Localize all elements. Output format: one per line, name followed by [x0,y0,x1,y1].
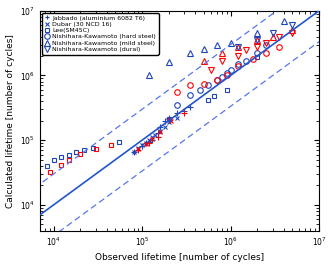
Y-axis label: Calculated lifetime [number of cycles]: Calculated lifetime [number of cycles] [6,34,15,208]
X-axis label: Observed lifetime [number of cycles]: Observed lifetime [number of cycles] [95,254,264,262]
Legend: Jabbado (aluminium 6082 T6), Dubar (30 NCD 16), Lee(SM45C), Nishihara-Kawamoto (: Jabbado (aluminium 6082 T6), Dubar (30 N… [42,13,159,55]
